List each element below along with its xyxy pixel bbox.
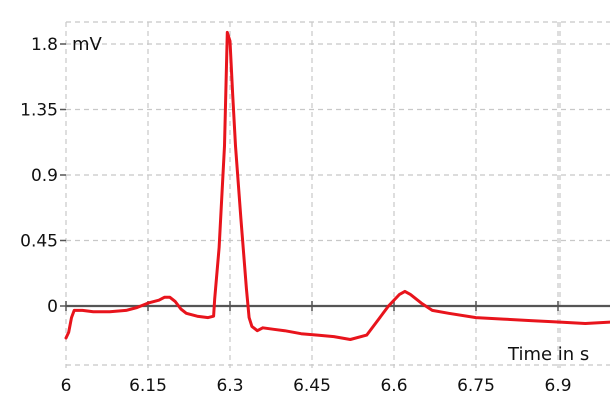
series-line-0 <box>64 30 610 341</box>
y-tick-label: 0.45 <box>20 232 58 252</box>
x-tick-label: 6.45 <box>293 376 331 396</box>
y-axis-ticks: 0 0.45 0.9 1.35 1.8 <box>20 35 66 317</box>
x-tick-label: 6.9 <box>544 376 571 396</box>
x-tick-label: 6 <box>61 376 72 396</box>
x-tick-label: 6.15 <box>129 376 167 396</box>
series-group <box>64 30 610 341</box>
x-tick-label: 6.3 <box>216 376 243 396</box>
x-axis-ticks: 6 6.15 6.3 6.45 6.6 6.75 6.9 <box>61 301 572 396</box>
y-tick-label: 0 <box>47 297 58 317</box>
x-axis-label: Time in s <box>507 344 589 365</box>
x-tick-label: 6.6 <box>380 376 407 396</box>
y-axis-label: mV <box>72 34 103 55</box>
y-tick-label: 0.9 <box>31 166 58 186</box>
y-tick-label: 1.8 <box>31 35 58 55</box>
y-tick-label: 1.35 <box>20 101 58 121</box>
x-tick-label: 6.75 <box>457 376 495 396</box>
grid <box>65 21 610 368</box>
